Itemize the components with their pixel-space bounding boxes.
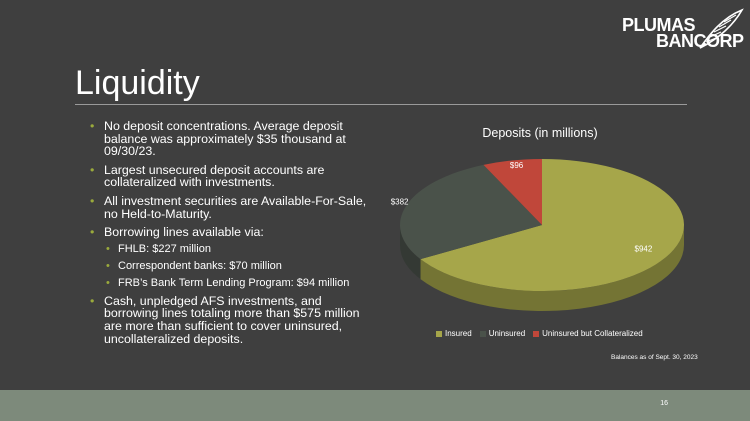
chart-footnote: Balances as of Sept. 30, 2023 (611, 354, 698, 361)
sub-bullet-item: Correspondent banks: $70 million (104, 260, 375, 272)
bullet-item: Cash, unpledged AFS investments, and bor… (90, 293, 375, 346)
sub-bullet-text: FRB’s Bank Term Lending Program: $94 mil… (118, 276, 350, 289)
pie-data-label: $96 (510, 161, 524, 170)
bullet-text: Largest unsecured deposit accounts are c… (104, 162, 325, 190)
title-divider (75, 104, 687, 105)
feather-icon (699, 8, 744, 49)
bullet-text: No deposit concentrations. Average depos… (104, 119, 346, 159)
bullet-text: Borrowing lines available via: (104, 225, 264, 240)
logo-line1: PLUMAS (622, 15, 696, 35)
legend-swatch (533, 330, 540, 337)
sub-bullet-item: FHLB: $227 million (104, 243, 375, 255)
pie-slice (483, 159, 542, 225)
bullet-item: Borrowing lines available via: FHLB: $22… (90, 226, 375, 289)
chart-legend: Insured Uninsured Uninsured but Collater… (436, 329, 643, 338)
logo-line2: BANCORP (656, 31, 744, 51)
sub-bullet-list: FHLB: $227 million Correspondent banks: … (104, 243, 375, 289)
bullet-text: All investment securities are Available-… (104, 193, 367, 221)
chart-title: Deposits (in millions) (482, 126, 598, 140)
sub-bullet-text: Correspondent banks: $70 million (118, 259, 282, 272)
legend-item: Uninsured (479, 329, 526, 338)
legend-label: Insured (445, 329, 472, 338)
footer-band: 16 (0, 390, 750, 421)
plumas-bancorp-logo: PLUMAS BANCORP (612, 8, 746, 54)
legend-item: Uninsured but Collateralized (533, 329, 643, 338)
bullet-item: No deposit concentrations. Average depos… (90, 120, 375, 158)
page-number: 16 (660, 400, 668, 407)
pie-slice (399, 164, 542, 260)
bullet-item: Largest unsecured deposit accounts are c… (90, 164, 375, 189)
legend-item: Insured (436, 329, 472, 338)
legend-label: Uninsured but Collateralized (542, 329, 643, 338)
pie-data-label: $942 (635, 245, 653, 254)
sub-bullet-item: FRB’s Bank Term Lending Program: $94 mil… (104, 277, 375, 289)
sub-bullet-text: FHLB: $227 million (118, 242, 211, 255)
bullet-text: Cash, unpledged AFS investments, and bor… (104, 293, 360, 346)
pie-slice (420, 159, 684, 291)
bullet-list: No deposit concentrations. Average depos… (90, 120, 375, 351)
pie-data-label: $382 (391, 198, 409, 207)
bullet-item: All investment securities are Available-… (90, 195, 375, 220)
legend-swatch (436, 330, 442, 337)
legend-label: Uninsured (488, 329, 526, 338)
page-title: Liquidity (75, 64, 200, 102)
pie-slice-side (400, 225, 421, 280)
legend-swatch (479, 330, 486, 337)
pie-slice-side (420, 225, 684, 311)
